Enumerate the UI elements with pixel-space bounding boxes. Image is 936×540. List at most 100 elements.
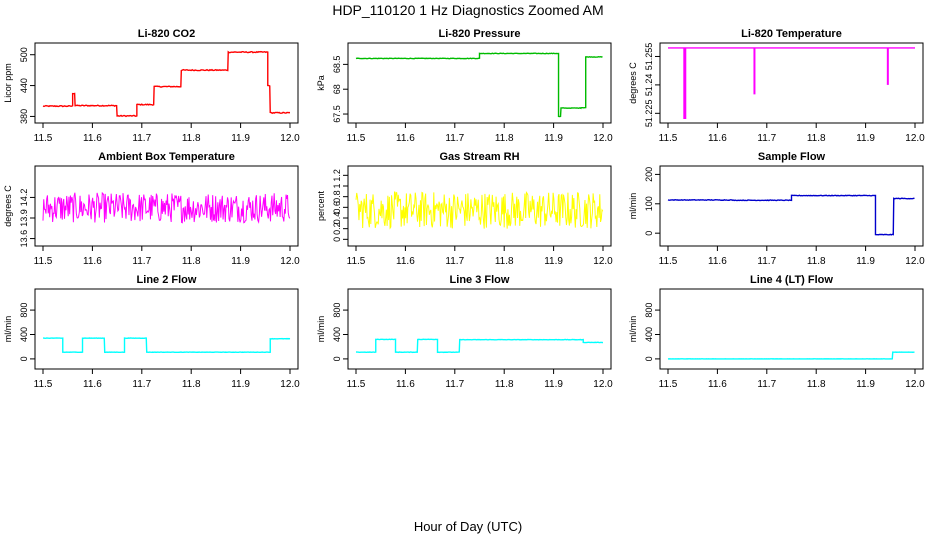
plot-frame [347,288,612,370]
x-tick-label: 11.7 [757,379,776,390]
chart-panel: Gas Stream RH 11.5 11.6 11.7 11.8 11.9 12.0 0 0.… [316,151,613,267]
x-tick-label: 12.0 [905,256,925,267]
y-tick-label: 51.24 [644,74,654,97]
x-tick-label: 11.7 [445,379,464,390]
plot-frame [347,42,612,124]
x-tick-label: 11.8 [182,379,201,390]
x-tick-label: 11.6 [396,256,415,267]
y-tick-label: 1 [332,183,342,188]
y-tick-label: 0 [332,237,342,242]
panel-title: Li-820 Temperature [741,28,842,40]
x-tick-label: 11.5 [34,379,53,390]
plot-frame [34,42,299,124]
y-axis-label: ml/min [3,316,13,343]
x-tick-label: 11.8 [807,256,826,267]
y-tick-label: 400 [644,327,654,342]
x-tick-label: 11.5 [659,256,678,267]
y-tick-label: 400 [19,327,29,342]
y-axis-label: ml/min [316,316,326,343]
chart-panel: Sample Flow 11.5 11.6 11.7 11.8 11.9 12.0 0 100 2… [628,151,925,267]
y-axis-label: ml/min [628,316,638,343]
y-tick-label: 380 [19,109,29,124]
x-tick-label: 11.9 [544,379,563,390]
y-tick-label: 0.6 [332,201,342,214]
y-tick-label: 200 [644,167,654,182]
x-tick-label: 11.9 [231,133,250,144]
y-tick-label: 0.2 [332,222,342,235]
chart-panel: Ambient Box Temperature 11.5 11.6 11.7 11.8 1… [3,151,300,267]
y-tick-label: 0 [19,356,29,361]
x-tick-label: 11.6 [708,379,727,390]
plot-frame [347,165,612,247]
y-tick-label: 68.5 [332,56,342,74]
plot-frame [34,288,299,370]
chart-panel: Li-820 Temperature 11.5 11.6 11.7 11.8 11.9 12… [628,28,925,144]
y-tick-label: 13.6 [19,230,29,248]
x-tick-label: 11.6 [396,133,415,144]
y-tick-label: 800 [644,303,654,318]
series-line [667,194,915,236]
x-tick-label: 11.6 [83,379,102,390]
y-axis-label: degrees C [628,62,638,104]
x-tick-label: 11.6 [396,379,415,390]
panel-title: Ambient Box Temperature [98,151,235,163]
panel-title: Li-820 CO2 [138,28,195,40]
y-axis-label: percent [316,190,326,221]
series-line [355,338,604,354]
x-tick-label: 11.8 [182,133,201,144]
x-tick-label: 12.0 [280,256,300,267]
y-tick-label: 0 [644,231,654,236]
x-tick-label: 11.8 [807,379,826,390]
x-tick-label: 11.5 [34,133,53,144]
x-tick-label: 11.9 [856,256,875,267]
x-tick-label: 11.9 [544,133,563,144]
series-line [42,50,291,118]
panel-title: Gas Stream RH [439,151,519,163]
x-tick-label: 12.0 [593,379,613,390]
x-tick-label: 12.0 [905,379,925,390]
x-tick-label: 11.7 [445,133,464,144]
x-tick-label: 12.0 [905,133,925,144]
y-axis-label: degrees C [3,185,13,227]
panel-title: Sample Flow [758,151,826,163]
x-tick-label: 11.7 [757,133,776,144]
x-axis-label: Hour of Day (UTC) [413,519,523,534]
series-line [42,191,291,224]
x-tick-label: 11.8 [807,133,826,144]
x-tick-label: 11.8 [495,379,514,390]
x-tick-label: 11.9 [856,133,875,144]
y-tick-label: 0 [332,356,342,361]
x-tick-label: 11.9 [544,256,563,267]
y-tick-label: 0.8 [332,190,342,203]
y-tick-label: 500 [19,47,29,62]
panel-title: Li-820 Pressure [439,28,521,40]
chart-panel: Line 2 Flow 11.5 11.6 11.7 11.8 11.9 12.0 0 400 8… [3,274,300,390]
x-tick-label: 12.0 [593,256,613,267]
x-tick-label: 11.5 [659,133,678,144]
chart-panel: Line 4 (LT) Flow 11.5 11.6 11.7 11.8 11.9 12.0… [628,274,925,390]
x-tick-label: 12.0 [280,133,300,144]
y-tick-label: 13.9 [19,209,29,227]
x-tick-label: 11.5 [347,256,366,267]
y-tick-label: 100 [644,196,654,211]
series-line [355,191,604,230]
y-axis-label: kPa [316,75,326,91]
chart-panel: Line 3 Flow 11.5 11.6 11.7 11.8 11.9 12.0 0 400 8… [316,274,613,390]
x-tick-label: 11.9 [231,256,250,267]
y-tick-label: 440 [19,78,29,93]
y-tick-label: 1.2 [332,169,342,182]
x-tick-label: 11.8 [182,256,201,267]
x-tick-label: 11.6 [83,133,102,144]
y-tick-label: 51.255 [644,43,654,71]
y-axis-label: Licor ppm [3,63,13,103]
y-tick-label: 51.225 [644,100,654,128]
y-tick-label: 14.2 [19,189,29,207]
panel-title: Line 3 Flow [450,274,510,286]
page-title: HDP_110120 1 Hz Diagnostics Zoomed AM [332,2,604,18]
plot-frame [34,165,299,247]
x-tick-label: 11.5 [347,379,366,390]
y-tick-label: 67.5 [332,105,342,123]
x-tick-label: 12.0 [280,379,300,390]
x-tick-label: 11.8 [495,256,514,267]
